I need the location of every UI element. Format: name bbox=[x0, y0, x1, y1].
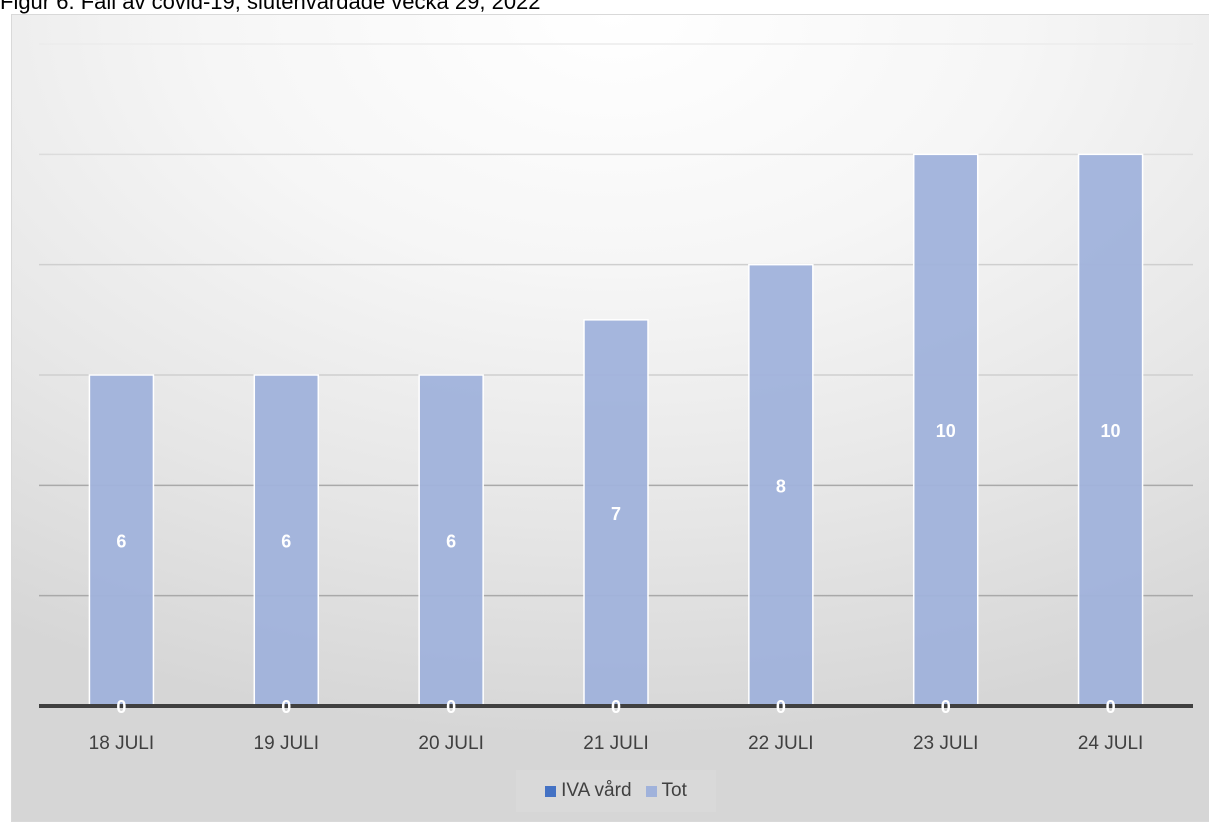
data-label-iva: 0 bbox=[116, 697, 126, 717]
x-tick-label: 18 JULI bbox=[89, 733, 154, 754]
legend-item-iva: IVA vård bbox=[545, 780, 632, 802]
legend-swatch-tot bbox=[645, 785, 657, 797]
data-label-tot: 7 bbox=[611, 504, 621, 524]
data-label-iva: 0 bbox=[281, 697, 291, 717]
legend-swatch-iva bbox=[545, 785, 557, 797]
x-tick-label: 23 JULI bbox=[913, 733, 978, 754]
x-tick-label: 22 JULI bbox=[748, 733, 813, 754]
data-label-iva: 0 bbox=[446, 697, 456, 717]
x-tick-label: 24 JULI bbox=[1078, 733, 1143, 754]
legend-label-tot: Tot bbox=[661, 780, 687, 801]
x-tick-label: 19 JULI bbox=[254, 733, 319, 754]
x-tick-label: 21 JULI bbox=[583, 733, 648, 754]
data-label-tot: 6 bbox=[281, 532, 291, 552]
data-label-tot: 6 bbox=[446, 532, 456, 552]
figure-title: Figur 6. Fall av covid-19, slutenvårdade… bbox=[0, 0, 541, 14]
x-tick-label: 20 JULI bbox=[418, 733, 483, 754]
data-label-iva: 0 bbox=[776, 697, 786, 717]
chart-legend: IVA vård Tot bbox=[516, 770, 716, 812]
bar-tot bbox=[88, 374, 155, 707]
data-label-iva: 0 bbox=[941, 697, 951, 717]
bar-tot bbox=[912, 153, 979, 707]
data-label-tot: 10 bbox=[1101, 421, 1121, 441]
data-label-tot: 6 bbox=[116, 532, 126, 552]
legend-item-tot: Tot bbox=[645, 780, 687, 802]
bar-tot bbox=[1077, 153, 1144, 707]
data-label-tot: 8 bbox=[776, 476, 786, 496]
bar-tot bbox=[748, 263, 814, 707]
legend-label-iva: IVA vård bbox=[561, 780, 632, 801]
data-label-iva: 0 bbox=[1106, 697, 1116, 717]
data-label-tot: 10 bbox=[936, 421, 956, 441]
data-label-iva: 0 bbox=[611, 697, 621, 717]
